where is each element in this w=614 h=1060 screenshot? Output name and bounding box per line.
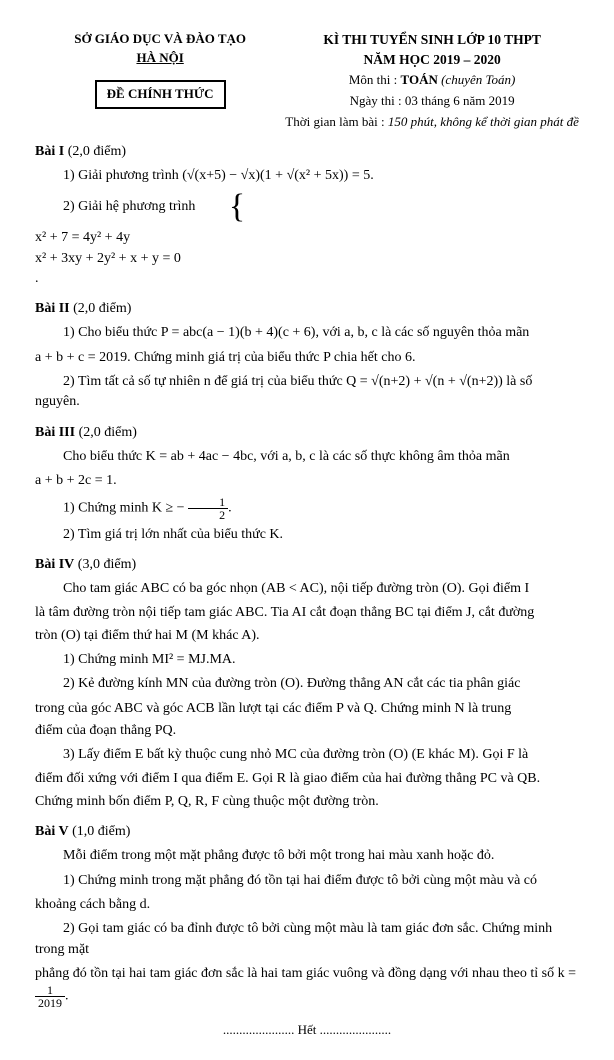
date-line: Ngày thi : 03 tháng 6 năm 2019 <box>285 92 579 111</box>
official-label: ĐỀ CHÍNH THỨC <box>95 80 226 109</box>
end-label: Hết <box>298 1022 317 1037</box>
frac-half-num: 1 <box>188 496 228 509</box>
bai4-q3a: 3) Lấy điểm E bất kỳ thuộc cung nhỏ MC c… <box>35 745 579 765</box>
bai2-q2: 2) Tìm tất cả số tự nhiên n để giá trị c… <box>35 372 579 413</box>
bai4-q2a: 2) Kẻ đường kính MN của đường tròn (O). … <box>35 674 579 694</box>
bai-3: Bài III (2,0 điểm) Cho biểu thức K = ab … <box>35 423 579 545</box>
bai5-q2a: 2) Gọi tam giác có ba đỉnh được tô bởi c… <box>35 919 579 960</box>
bai5-q2b: phẳng đó tồn tại hai tam giác đơn sắc là… <box>35 964 579 1009</box>
subject-line: Môn thi : TOÁN (chuyên Toán) <box>285 71 579 90</box>
frac-half-den: 2 <box>188 509 228 521</box>
frac-half: 12 <box>188 496 228 521</box>
bai5-head: Bài V <box>35 824 69 839</box>
bai3-q2: 2) Tìm giá trị lớn nhất của biểu thức K. <box>35 525 579 545</box>
bai3-q1-tail: . <box>228 500 232 515</box>
header-left: SỞ GIÁO DỤC VÀ ĐÀO TẠO HÀ NỘI ĐỀ CHÍNH T… <box>35 30 285 132</box>
bai1-q2-lead: 2) Giải hệ phương trình <box>63 199 199 214</box>
frac-k-den: 2019 <box>35 997 65 1009</box>
bai4-p2: là tâm đường tròn nội tiếp tam giác ABC.… <box>35 603 579 623</box>
bai3-q1-lead: 1) Chứng minh K ≥ − <box>63 500 188 515</box>
bai3-q1: 1) Chứng minh K ≥ − 12. <box>35 496 579 521</box>
bai1-q1-lead: 1) Giải phương trình <box>63 168 182 183</box>
frac-k-num: 1 <box>35 984 65 997</box>
bai1-q2: 2) Giải hệ phương trình { <box>35 190 579 224</box>
bai4-q3c: Chứng minh bốn điểm P, Q, R, F cùng thuộ… <box>35 792 579 812</box>
header-right: KÌ THI TUYỂN SINH LỚP 10 THPT NĂM HỌC 20… <box>285 30 579 132</box>
bai3-points: (2,0 điểm) <box>75 425 137 440</box>
bai2-head: Bài II <box>35 301 70 316</box>
bai2-points: (2,0 điểm) <box>70 301 132 316</box>
exam-title-1: KÌ THI TUYỂN SINH LỚP 10 THPT <box>285 30 579 50</box>
bai1-q1-eq: (√(x+5) − √x)(1 + √(x² + 5x)) = 5. <box>182 168 374 183</box>
bai5-q1a: 1) Chứng minh trong mặt phẳng đó tồn tại… <box>35 871 579 891</box>
bai-2: Bài II (2,0 điểm) 1) Cho biểu thức P = a… <box>35 299 579 412</box>
bai-1: Bài I (2,0 điểm) 1) Giải phương trình (√… <box>35 142 579 289</box>
bai5-q2b-tail: . <box>65 989 69 1004</box>
bai2-q1a: 1) Cho biểu thức P = abc(a − 1)(b + 4)(c… <box>35 323 579 343</box>
brace-icon: { <box>201 190 245 224</box>
bai1-head: Bài I <box>35 144 64 159</box>
bai1-sys-2: x² + 3xy + 2y² + x + y = 0 <box>35 249 579 269</box>
exam-title-2: NĂM HỌC 2019 – 2020 <box>285 50 579 70</box>
bai1-q1: 1) Giải phương trình (√(x+5) − √x)(1 + √… <box>35 166 579 186</box>
bai4-p3: tròn (O) tại điểm thứ hai M (M khác A). <box>35 626 579 646</box>
dept-name: SỞ GIÁO DỤC VÀ ĐÀO TẠO <box>35 30 285 49</box>
bai4-q3b: điểm đối xứng với điểm I qua điểm E. Gọi… <box>35 769 579 789</box>
frac-k: 12019 <box>35 984 65 1009</box>
bai3-intro2: a + b + 2c = 1. <box>35 471 579 491</box>
bai5-q1b: khoảng cách bằng d. <box>35 895 579 915</box>
bai3-head: Bài III <box>35 425 75 440</box>
footer-end: ...................... Hết .............… <box>35 1021 579 1040</box>
bai4-head: Bài IV <box>35 557 74 572</box>
bai5-intro: Mỗi điểm trong một mặt phẳng được tô bởi… <box>35 846 579 866</box>
page-header: SỞ GIÁO DỤC VÀ ĐÀO TẠO HÀ NỘI ĐỀ CHÍNH T… <box>35 30 579 132</box>
bai2-q1b: a + b + c = 2019. Chứng minh giá trị của… <box>35 348 579 368</box>
bai4-q1: 1) Chứng minh MI² = MJ.MA. <box>35 650 579 670</box>
subject-label: Môn thi : <box>349 72 397 87</box>
bai1-points: (2,0 điểm) <box>64 144 126 159</box>
duration-line: Thời gian làm bài : 150 phút, không kể t… <box>285 113 579 132</box>
duration-label: Thời gian làm bài : <box>285 114 384 129</box>
bai-4: Bài IV (3,0 điểm) Cho tam giác ABC có ba… <box>35 555 579 812</box>
bai1-sys-1: x² + 7 = 4y² + 4y <box>35 228 579 248</box>
bai4-q2c: điểm của đoạn thẳng PQ. <box>35 721 579 741</box>
bai5-q2b-lead: phẳng đó tồn tại hai tam giác đơn sắc là… <box>35 966 576 981</box>
duration-value: 150 phút, không kể thời gian phát đề <box>388 114 579 129</box>
subject-note: (chuyên Toán) <box>441 72 515 87</box>
bai4-points: (3,0 điểm) <box>74 557 136 572</box>
bai5-points: (1,0 điểm) <box>69 824 131 839</box>
bai-5: Bài V (1,0 điểm) Mỗi điểm trong một mặt … <box>35 822 579 1009</box>
bai3-intro1: Cho biểu thức K = ab + 4ac − 4bc, với a,… <box>35 447 579 467</box>
dept-city: HÀ NỘI <box>35 49 285 68</box>
bai4-q2b: trong của góc ABC và góc ACB lần lượt tạ… <box>35 699 579 719</box>
bai4-p1: Cho tam giác ABC có ba góc nhọn (AB < AC… <box>35 579 579 599</box>
subject-name: TOÁN <box>401 72 438 87</box>
